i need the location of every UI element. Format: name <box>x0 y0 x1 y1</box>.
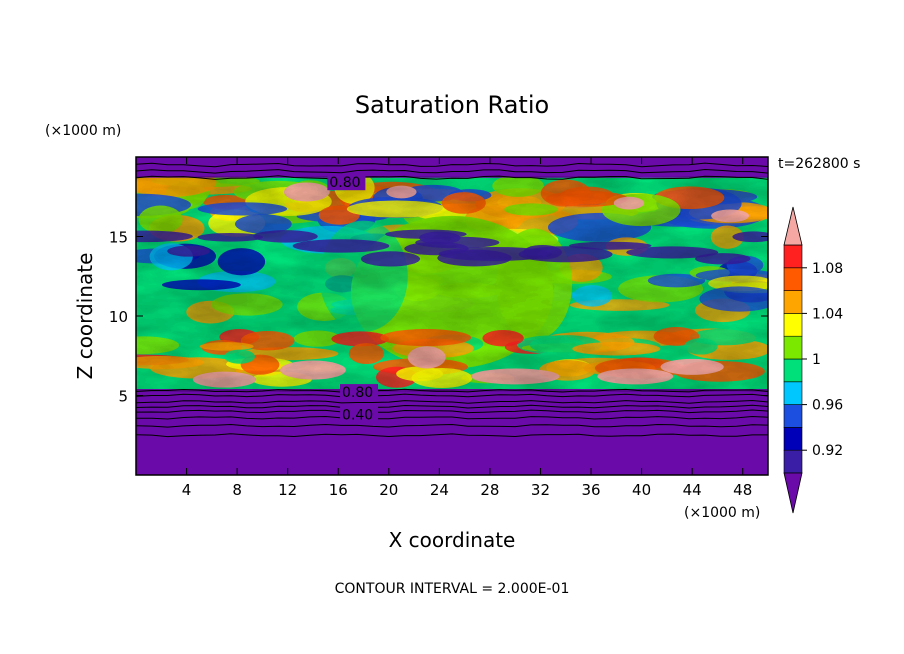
upper-contour-line <box>136 175 768 180</box>
colorbar-tick-label: 1.08 <box>812 261 843 277</box>
x-tick-label: 16 <box>329 481 348 499</box>
contour-label-bg <box>340 384 379 401</box>
x-tick-label: 4 <box>182 481 192 499</box>
colorbar-under-arrow <box>783 472 803 514</box>
lower-contour-line <box>136 399 768 404</box>
lower-contour-line <box>136 415 768 420</box>
contour-label-bg <box>340 406 379 423</box>
colorbar-tick-label: 1.04 <box>812 306 843 322</box>
time-label: t=262800 s <box>778 156 860 172</box>
colorbar-over-arrow <box>783 206 803 246</box>
colorbar-segment <box>783 358 803 383</box>
y-tick-label: 10 <box>109 308 128 326</box>
x-unit-label: (×1000 m) <box>684 505 760 521</box>
x-tick-label: 36 <box>581 481 600 499</box>
x-tick-label: 40 <box>632 481 651 499</box>
y-tick-label: 5 <box>118 388 128 406</box>
y-axis-ticks: 5 10 15 <box>109 229 768 406</box>
colorbar-tick-label: 1 <box>812 352 821 368</box>
colorbar-segment <box>783 449 803 474</box>
x-axis-title: X coordinate <box>389 528 516 552</box>
colorbar-tick-label: 0.92 <box>812 443 843 459</box>
y-unit-label: (×1000 m) <box>45 123 121 139</box>
lower-contour-line <box>136 404 768 409</box>
colorbar-segment <box>783 244 803 269</box>
y-tick-label: 15 <box>109 229 128 247</box>
contour-label: 0.40 <box>342 407 373 423</box>
upper-dry-layer <box>136 157 768 178</box>
colorbar-segment <box>783 267 803 291</box>
colorbar-tick-label: 0.96 <box>812 398 843 414</box>
x-axis-ticks: 4 8 12 16 20 24 28 32 36 40 44 48 <box>182 157 752 499</box>
upper-contour-line <box>136 162 768 168</box>
x-tick-label: 12 <box>278 481 297 499</box>
colorbar-segment <box>783 313 803 337</box>
colorbar-segment <box>783 335 803 360</box>
lower-contour-line <box>136 433 768 438</box>
colorbar-segment <box>783 381 803 405</box>
field-texture <box>136 176 768 392</box>
colorbar: 0.92 0.96 1 1.04 1.08 <box>783 206 843 514</box>
lower-contour-line <box>136 423 768 428</box>
x-tick-label: 44 <box>683 481 702 499</box>
contour-labels: 0.80 0.80 0.40 <box>327 174 379 423</box>
contour-label-bg <box>327 174 366 191</box>
lower-dry-layer <box>136 389 768 475</box>
contour-label: 0.80 <box>329 175 360 191</box>
colorbar-segment <box>783 290 803 314</box>
contour-label: 0.80 <box>342 385 373 401</box>
plot-area <box>136 157 768 475</box>
x-tick-label: 28 <box>480 481 499 499</box>
x-tick-label: 20 <box>379 481 398 499</box>
chart-title: Saturation Ratio <box>355 91 549 119</box>
x-tick-label: 48 <box>733 481 752 499</box>
lower-contour-line <box>136 393 768 398</box>
lower-contour-line <box>136 409 768 414</box>
colorbar-segment <box>783 404 803 428</box>
y-axis-title: Z coordinate <box>73 253 97 380</box>
contour-lines <box>136 162 768 438</box>
x-tick-label: 32 <box>531 481 550 499</box>
x-tick-label: 8 <box>232 481 242 499</box>
upper-contour-line <box>136 168 768 174</box>
lower-contour-line <box>136 388 768 393</box>
colorbar-segment <box>783 427 803 451</box>
contour-interval-footer: CONTOUR INTERVAL = 2.000E-01 <box>335 581 570 597</box>
x-tick-label: 24 <box>430 481 449 499</box>
